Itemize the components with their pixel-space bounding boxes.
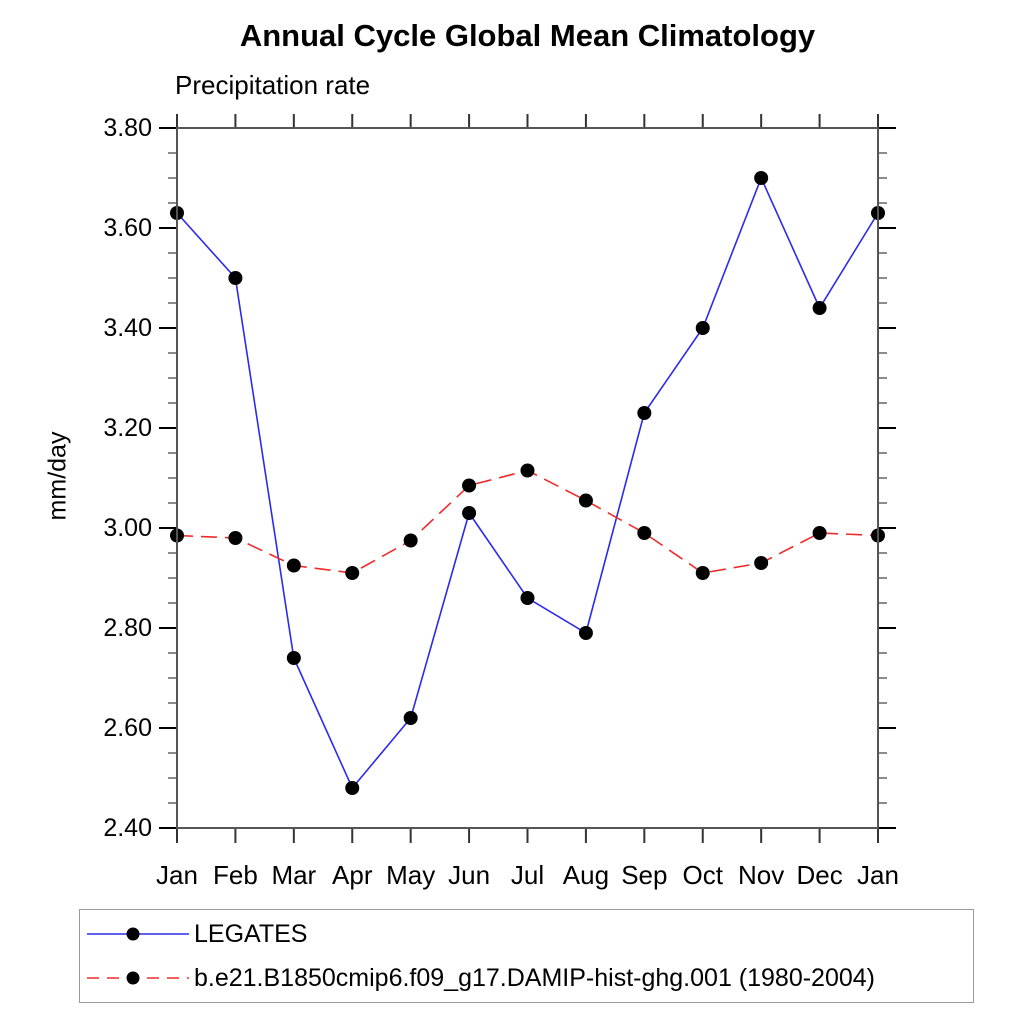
axis-ticks <box>159 114 896 843</box>
x-tick-label: Sep <box>621 860 667 890</box>
legend-box: LEGATES b.e21.B1850cmip6.f09_g17.DAMIP-h… <box>79 909 974 1003</box>
data-point-marker <box>637 526 652 540</box>
series-line-1 <box>176 469 879 574</box>
series-line-0 <box>176 175 879 790</box>
x-tick-label: Oct <box>683 860 724 890</box>
x-tick-label: Mar <box>271 860 316 890</box>
x-tick-label: May <box>386 860 435 890</box>
legend-line-sample-dashed <box>87 971 189 985</box>
data-point-marker <box>637 406 652 420</box>
x-tick-label: Nov <box>738 860 784 890</box>
data-point-marker <box>462 478 477 493</box>
legend-item-model: b.e21.B1850cmip6.f09_g17.DAMIP-hist-ghg.… <box>80 958 973 998</box>
x-tick-label: Aug <box>563 860 609 890</box>
y-tick-label: 3.20 <box>103 414 152 442</box>
y-tick-label: 2.60 <box>103 714 152 742</box>
data-point-marker <box>695 566 710 580</box>
data-point-marker <box>578 493 593 508</box>
y-tick-label: 3.80 <box>103 114 152 142</box>
x-tick-label: Jan <box>156 860 198 890</box>
legend-item-legates: LEGATES <box>80 914 973 954</box>
data-point-marker <box>345 781 360 795</box>
x-tick-label: Jul <box>511 860 544 890</box>
data-point-marker <box>345 566 360 580</box>
data-point-marker <box>228 531 243 545</box>
y-tick-label: 3.00 <box>103 514 152 542</box>
y-tick-label: 2.80 <box>103 614 152 642</box>
chart-subtitle: Precipitation rate <box>175 70 371 100</box>
data-point-marker <box>286 651 301 665</box>
y-tick-label: 3.60 <box>103 214 152 242</box>
y-tick-label: 2.40 <box>103 814 152 842</box>
data-point-marker <box>228 271 243 285</box>
data-point-marker <box>286 558 301 573</box>
chart-title: Annual Cycle Global Mean Climatology <box>239 18 816 53</box>
x-tick-label: Dec <box>796 860 842 890</box>
data-point-marker <box>812 526 827 540</box>
data-point-marker <box>578 626 593 640</box>
legend-marker-icon <box>126 971 140 985</box>
legend-marker-icon <box>126 927 140 941</box>
x-tick-label: Feb <box>213 860 258 890</box>
series-markers <box>170 171 885 795</box>
data-point-marker <box>403 711 418 725</box>
legend-label-legates: LEGATES <box>194 919 308 948</box>
x-tick-label: Jan <box>857 860 899 890</box>
series-lines <box>176 175 879 790</box>
data-point-marker <box>520 463 535 478</box>
data-point-marker <box>812 301 827 315</box>
plot-frame <box>176 127 879 829</box>
y-tick-label: 3.40 <box>103 314 152 342</box>
data-point-marker <box>754 171 769 185</box>
axis-tick-labels: 2.40 2.60 2.80 3.00 3.20 3.40 3.60 3.80 Jan Feb Ma… <box>103 114 899 890</box>
data-point-marker <box>695 321 710 335</box>
data-point-marker <box>754 556 769 570</box>
legend-label-model: b.e21.B1850cmip6.f09_g17.DAMIP-hist-ghg.… <box>194 963 875 992</box>
x-tick-label: Apr <box>332 860 373 890</box>
x-tick-label: Jun <box>448 860 490 890</box>
data-point-marker <box>403 533 418 548</box>
legend-line-sample-solid <box>87 927 189 941</box>
data-point-marker <box>462 506 477 520</box>
data-point-marker <box>520 591 535 605</box>
